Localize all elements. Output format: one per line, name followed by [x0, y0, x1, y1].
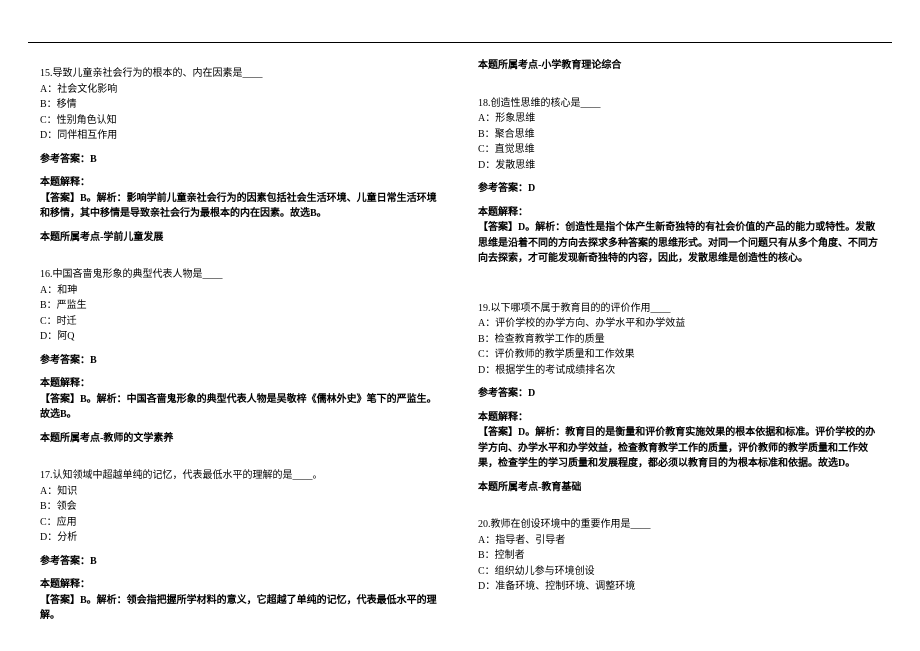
- q19-answer-label: 参考答案：D: [478, 386, 880, 402]
- q15-opt-c: C：性别角色认知: [40, 113, 442, 129]
- q17-opt-b: B：领会: [40, 499, 442, 515]
- q16-opt-b: B：严监生: [40, 298, 442, 314]
- q16-explain: 【答案】B。解析：中国吝啬鬼形象的典型代表人物是吴敬梓《儒林外史》笔下的严监生。…: [40, 392, 442, 423]
- q20-opt-c: C：组织幼儿参与环境创设: [478, 564, 880, 580]
- q18-opt-d: D：发散思维: [478, 158, 880, 174]
- q19-opt-d: D：根据学生的考试成绩排名次: [478, 363, 880, 379]
- q19-explain: 【答案】D。解析：教育目的是衡量和评价教育实施效果的根本依据和标准。评价学校的办…: [478, 425, 880, 472]
- q20-opt-a: A：指导者、引导者: [478, 533, 880, 549]
- q16-opt-c: C：时迁: [40, 314, 442, 330]
- q16-stem: 16.中国吝啬鬼形象的典型代表人物是____: [40, 267, 442, 283]
- q17-answer-label: 参考答案：B: [40, 554, 442, 570]
- q19-stem: 19.以下哪项不属于教育目的的评价作用____: [478, 301, 880, 317]
- q15-opt-a: A：社会文化影响: [40, 82, 442, 98]
- q18-opt-b: B：聚合思维: [478, 127, 880, 143]
- q15-opt-b: B：移情: [40, 97, 442, 113]
- q15-explain-label: 本题解释：: [40, 175, 442, 191]
- q20-stem: 20.教师在创设环境中的重要作用是____: [478, 517, 880, 533]
- q16-opt-d: D：阿Q: [40, 329, 442, 345]
- q15-opt-d: D：同伴相互作用: [40, 128, 442, 144]
- q18-answer-label: 参考答案：D: [478, 181, 880, 197]
- q18-explain-label: 本题解释：: [478, 205, 880, 221]
- q18-opt-c: C：直觉思维: [478, 142, 880, 158]
- q15-explain: 【答案】B。解析：影响学前儿童亲社会行为的因素包括社会生活环境、儿童日常生活环境…: [40, 191, 442, 222]
- q18-explain: 【答案】D。解析：创造性是指个体产生新奇独特的有社会价值的产品的能力或特性。发散…: [478, 220, 880, 267]
- q17-opt-a: A：知识: [40, 484, 442, 500]
- q17-explain: 【答案】B。解析：领会指把握所学材料的意义，它超越了单纯的记忆，代表最低水平的理…: [40, 593, 442, 624]
- q17-explain-label: 本题解释：: [40, 577, 442, 593]
- q18-opt-a: A：形象思维: [478, 111, 880, 127]
- q19-explain-label: 本题解释：: [478, 410, 880, 426]
- q16-topic: 本题所属考点-教师的文学素养: [40, 431, 442, 447]
- q15-answer-label: 参考答案：B: [40, 152, 442, 168]
- q16-explain-label: 本题解释：: [40, 376, 442, 392]
- q18-stem: 18.创造性思维的核心是____: [478, 96, 880, 112]
- q20-opt-b: B：控制者: [478, 548, 880, 564]
- q19-topic: 本题所属考点-教育基础: [478, 480, 880, 496]
- q17-opt-c: C：应用: [40, 515, 442, 531]
- q19-opt-a: A：评价学校的办学方向、办学水平和办学效益: [478, 316, 880, 332]
- q15-stem: 15.导致儿童亲社会行为的根本的、内在因素是____: [40, 66, 442, 82]
- q19-opt-c: C：评价教师的教学质量和工作效果: [478, 347, 880, 363]
- content-columns: 15.导致儿童亲社会行为的根本的、内在因素是____ A：社会文化影响 B：移情…: [40, 58, 880, 641]
- q16-answer-label: 参考答案：B: [40, 353, 442, 369]
- page-top-rule: [28, 42, 892, 43]
- q19-opt-b: B：检查教育教学工作的质量: [478, 332, 880, 348]
- q20-opt-d: D：准备环境、控制环境、调整环境: [478, 579, 880, 595]
- q16-opt-a: A：和珅: [40, 283, 442, 299]
- q17-topic: 本题所属考点-小学教育理论综合: [478, 58, 880, 74]
- left-column: 15.导致儿童亲社会行为的根本的、内在因素是____ A：社会文化影响 B：移情…: [40, 58, 460, 641]
- right-column: 本题所属考点-小学教育理论综合 18.创造性思维的核心是____ A：形象思维 …: [460, 58, 880, 641]
- q15-topic: 本题所属考点-学前儿童发展: [40, 230, 442, 246]
- q17-opt-d: D：分析: [40, 530, 442, 546]
- q17-stem: 17.认知领域中超越单纯的记忆，代表最低水平的理解的是____。: [40, 468, 442, 484]
